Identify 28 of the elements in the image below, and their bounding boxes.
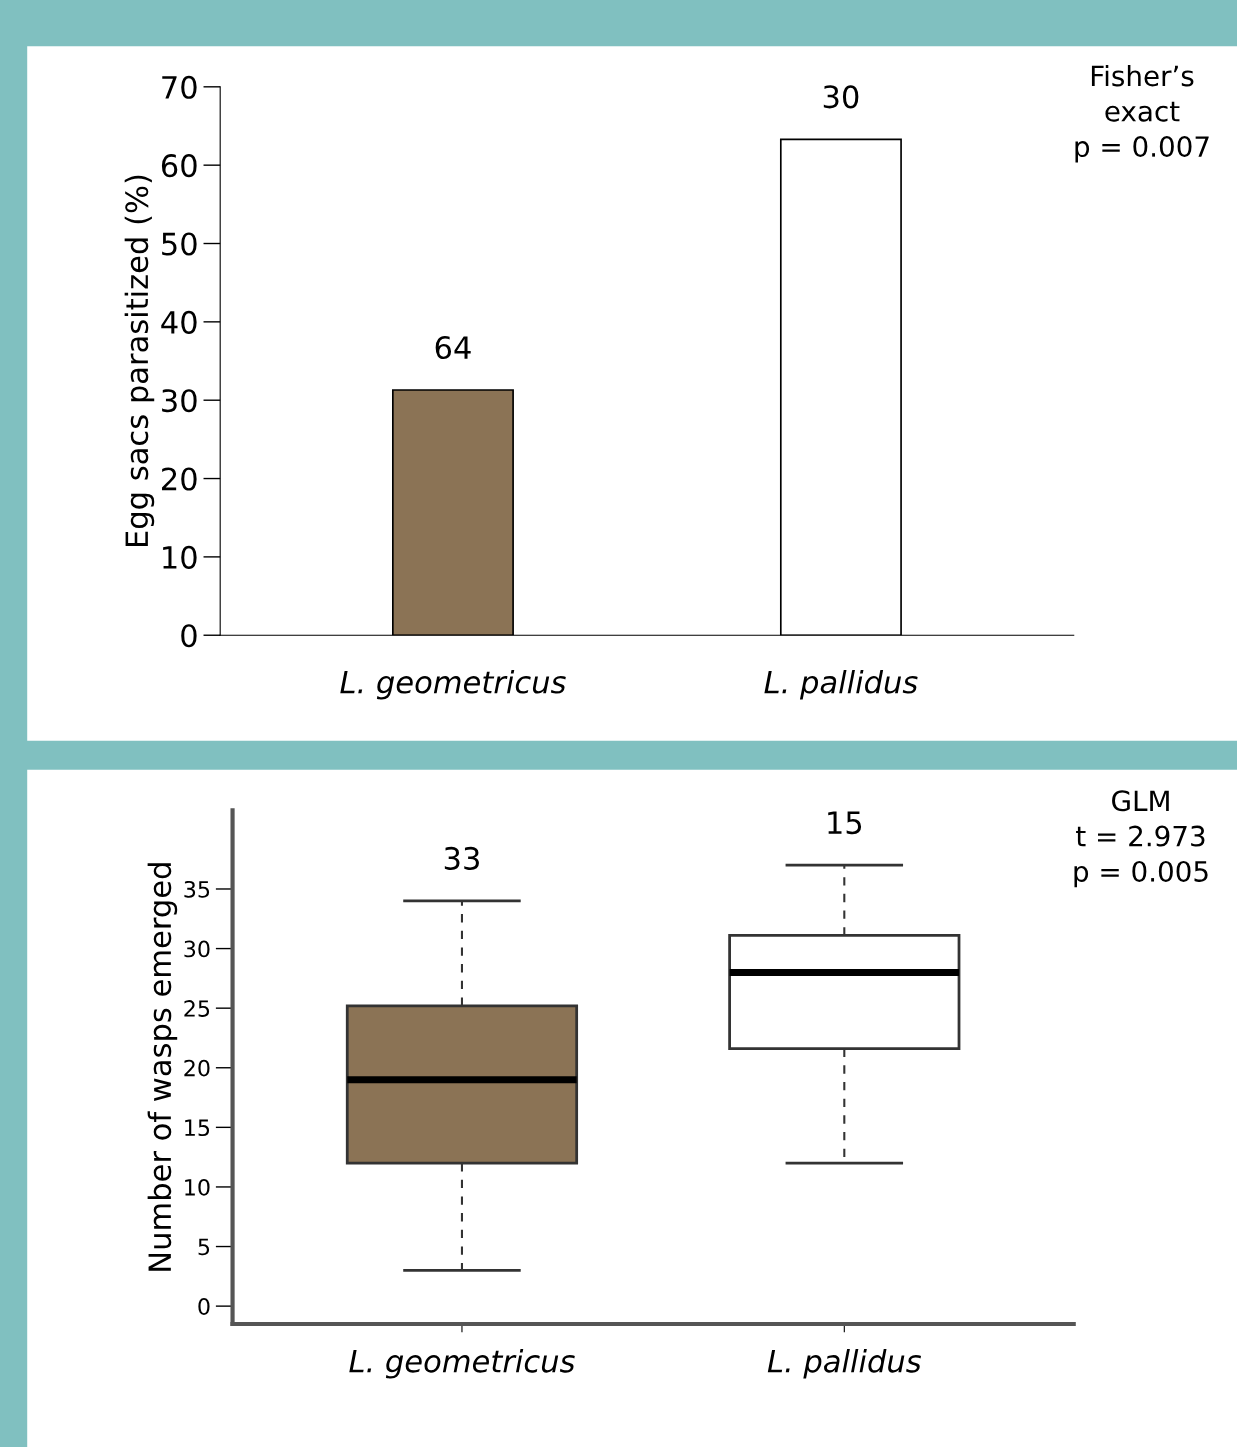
- annotation: 64: [435, 335, 471, 360]
- y-tick-label: 10: [185, 1178, 210, 1196]
- x-tick-label: L. pallidus: [767, 1349, 922, 1379]
- y-tick-label: 35: [184, 880, 210, 898]
- x-tick-label: L. geometricus: [340, 669, 566, 700]
- annotation: 15: [828, 811, 862, 835]
- annotation: 30: [823, 85, 859, 109]
- y-tick-label: 50: [162, 232, 197, 256]
- text: Fisher’s exact p = 0.007: [1075, 64, 1209, 163]
- y-tick-label: 70: [162, 75, 197, 99]
- x-tick-label: L. geometricus: [349, 1349, 575, 1379]
- y-tick-label: 20: [184, 1059, 210, 1077]
- y-tick-label: 5: [198, 1238, 210, 1256]
- x-tick-label: L. pallidus: [764, 669, 918, 700]
- text: GLM t = 2.973 p = 0.005: [1074, 790, 1208, 888]
- y-tick-label: 0: [181, 624, 197, 648]
- annotation: 33: [444, 846, 479, 870]
- y-tick-label: 0: [198, 1298, 210, 1315]
- y-axis-title: Egg sacs parasitized (%): [124, 175, 155, 547]
- y-tick-label: 30: [162, 389, 197, 413]
- y-tick-label: 25: [184, 1000, 210, 1017]
- y-tick-label: 10: [163, 545, 197, 569]
- y-tick-label: 15: [185, 1119, 210, 1137]
- y-axis-title: Number of wasps emerged: [147, 863, 178, 1271]
- y-tick-label: 20: [162, 467, 197, 491]
- y-tick-label: 40: [161, 310, 197, 334]
- y-tick-label: 60: [161, 154, 197, 178]
- y-tick-label: 30: [184, 940, 210, 958]
